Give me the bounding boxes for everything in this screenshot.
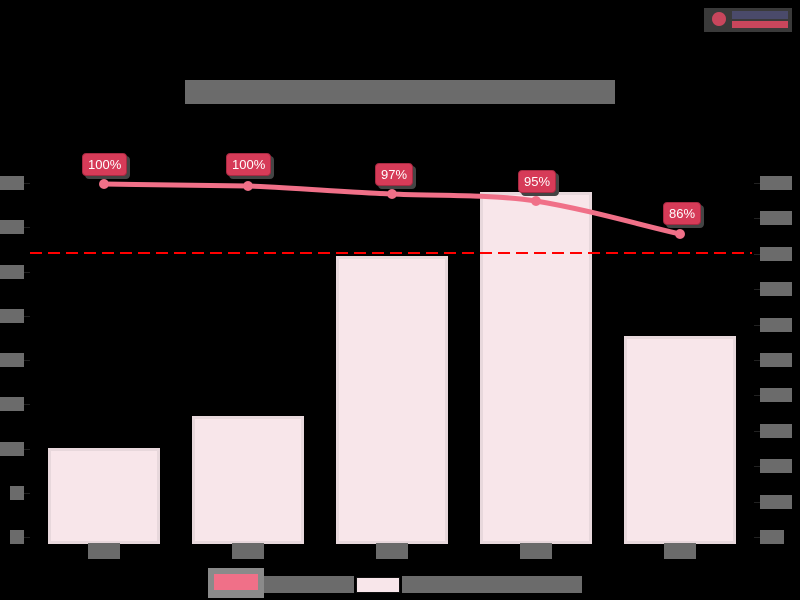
- y-axis-left-tick-label: [0, 264, 24, 279]
- x-axis-label: [664, 543, 696, 559]
- line-point: [675, 229, 685, 239]
- y-axis-left-tick: [24, 360, 30, 361]
- bar: [480, 192, 592, 544]
- y-axis-left-tick: [24, 315, 30, 317]
- logo-icon: [712, 12, 726, 26]
- data-label: 100%: [226, 153, 272, 176]
- bar: [336, 256, 448, 544]
- x-axis-label: [520, 543, 552, 559]
- legend-bar-swatch: [356, 577, 400, 593]
- y-axis-right-tick-label: [760, 388, 792, 403]
- y-axis-right-tick-label: [760, 530, 784, 544]
- y-axis-right-tick: [754, 324, 760, 326]
- brand-logo: [704, 8, 792, 32]
- y-axis-left-tick: [24, 227, 30, 229]
- legend-bar-label: Bar series (redacted): [402, 576, 582, 593]
- y-axis-right-tick: [754, 183, 760, 184]
- y-axis-right-tick: [754, 395, 760, 397]
- line-point: [387, 189, 397, 199]
- y-axis-left-tick-label: [0, 176, 24, 190]
- y-axis-left-tick: [24, 537, 30, 538]
- bar: [192, 416, 304, 544]
- y-axis-right-tick: [754, 360, 760, 361]
- data-label: 97%: [375, 163, 414, 186]
- y-axis-left-tick: [24, 404, 30, 406]
- y-axis-left-tick-label: [0, 308, 24, 323]
- y-axis-left-tick-label: [10, 485, 24, 500]
- line-series: [103, 181, 681, 237]
- y-axis-right-tick: [754, 253, 760, 255]
- y-axis-left-tick: [24, 448, 30, 450]
- y-axis-right-tick: [754, 218, 760, 220]
- y-axis-right-tick-label: [760, 176, 792, 190]
- data-label: 100%: [82, 153, 128, 176]
- y-axis-right-tick-label: [760, 246, 792, 261]
- legend-line-label: Line series (redacted): [264, 576, 354, 593]
- data-label: 95%: [518, 170, 557, 193]
- legend-line-swatch: [208, 568, 264, 598]
- y-axis-right-tick-label: [760, 353, 792, 367]
- y-axis-right-tick: [754, 537, 760, 538]
- data-label: 86%: [663, 202, 702, 225]
- y-axis-right-tick: [754, 430, 760, 432]
- x-axis-label: [376, 543, 408, 559]
- y-axis-left-tick-label: [0, 441, 24, 456]
- bar: [624, 336, 736, 544]
- x-axis-label: [88, 543, 120, 559]
- chart-title: Chart Title (redacted): [185, 80, 615, 104]
- y-axis-left-tick-label: [0, 220, 24, 235]
- line-point: [99, 179, 109, 189]
- y-axis-right-tick-label: [760, 494, 792, 509]
- y-axis-right-tick: [754, 289, 760, 291]
- y-axis-left-tick-label: [0, 353, 24, 367]
- line-point: [531, 196, 541, 206]
- y-axis-right-tick-label: [760, 211, 792, 226]
- y-axis-left-tick-label: [0, 397, 24, 412]
- y-axis-left-tick: [24, 183, 30, 184]
- y-axis-right-tick: [754, 501, 760, 503]
- x-axis-label: [232, 543, 264, 559]
- y-axis-right-tick-label: [760, 423, 792, 438]
- bar: [48, 448, 160, 544]
- y-axis-left-tick-label: [10, 530, 24, 544]
- y-axis-right-tick-label: [760, 317, 792, 332]
- y-axis-right-tick: [754, 466, 760, 468]
- y-axis-left-tick: [24, 492, 30, 494]
- y-axis-right-tick-label: [760, 282, 792, 297]
- y-axis-left-tick: [24, 271, 30, 273]
- y-axis-right-tick-label: [760, 459, 792, 474]
- line-point: [243, 181, 253, 191]
